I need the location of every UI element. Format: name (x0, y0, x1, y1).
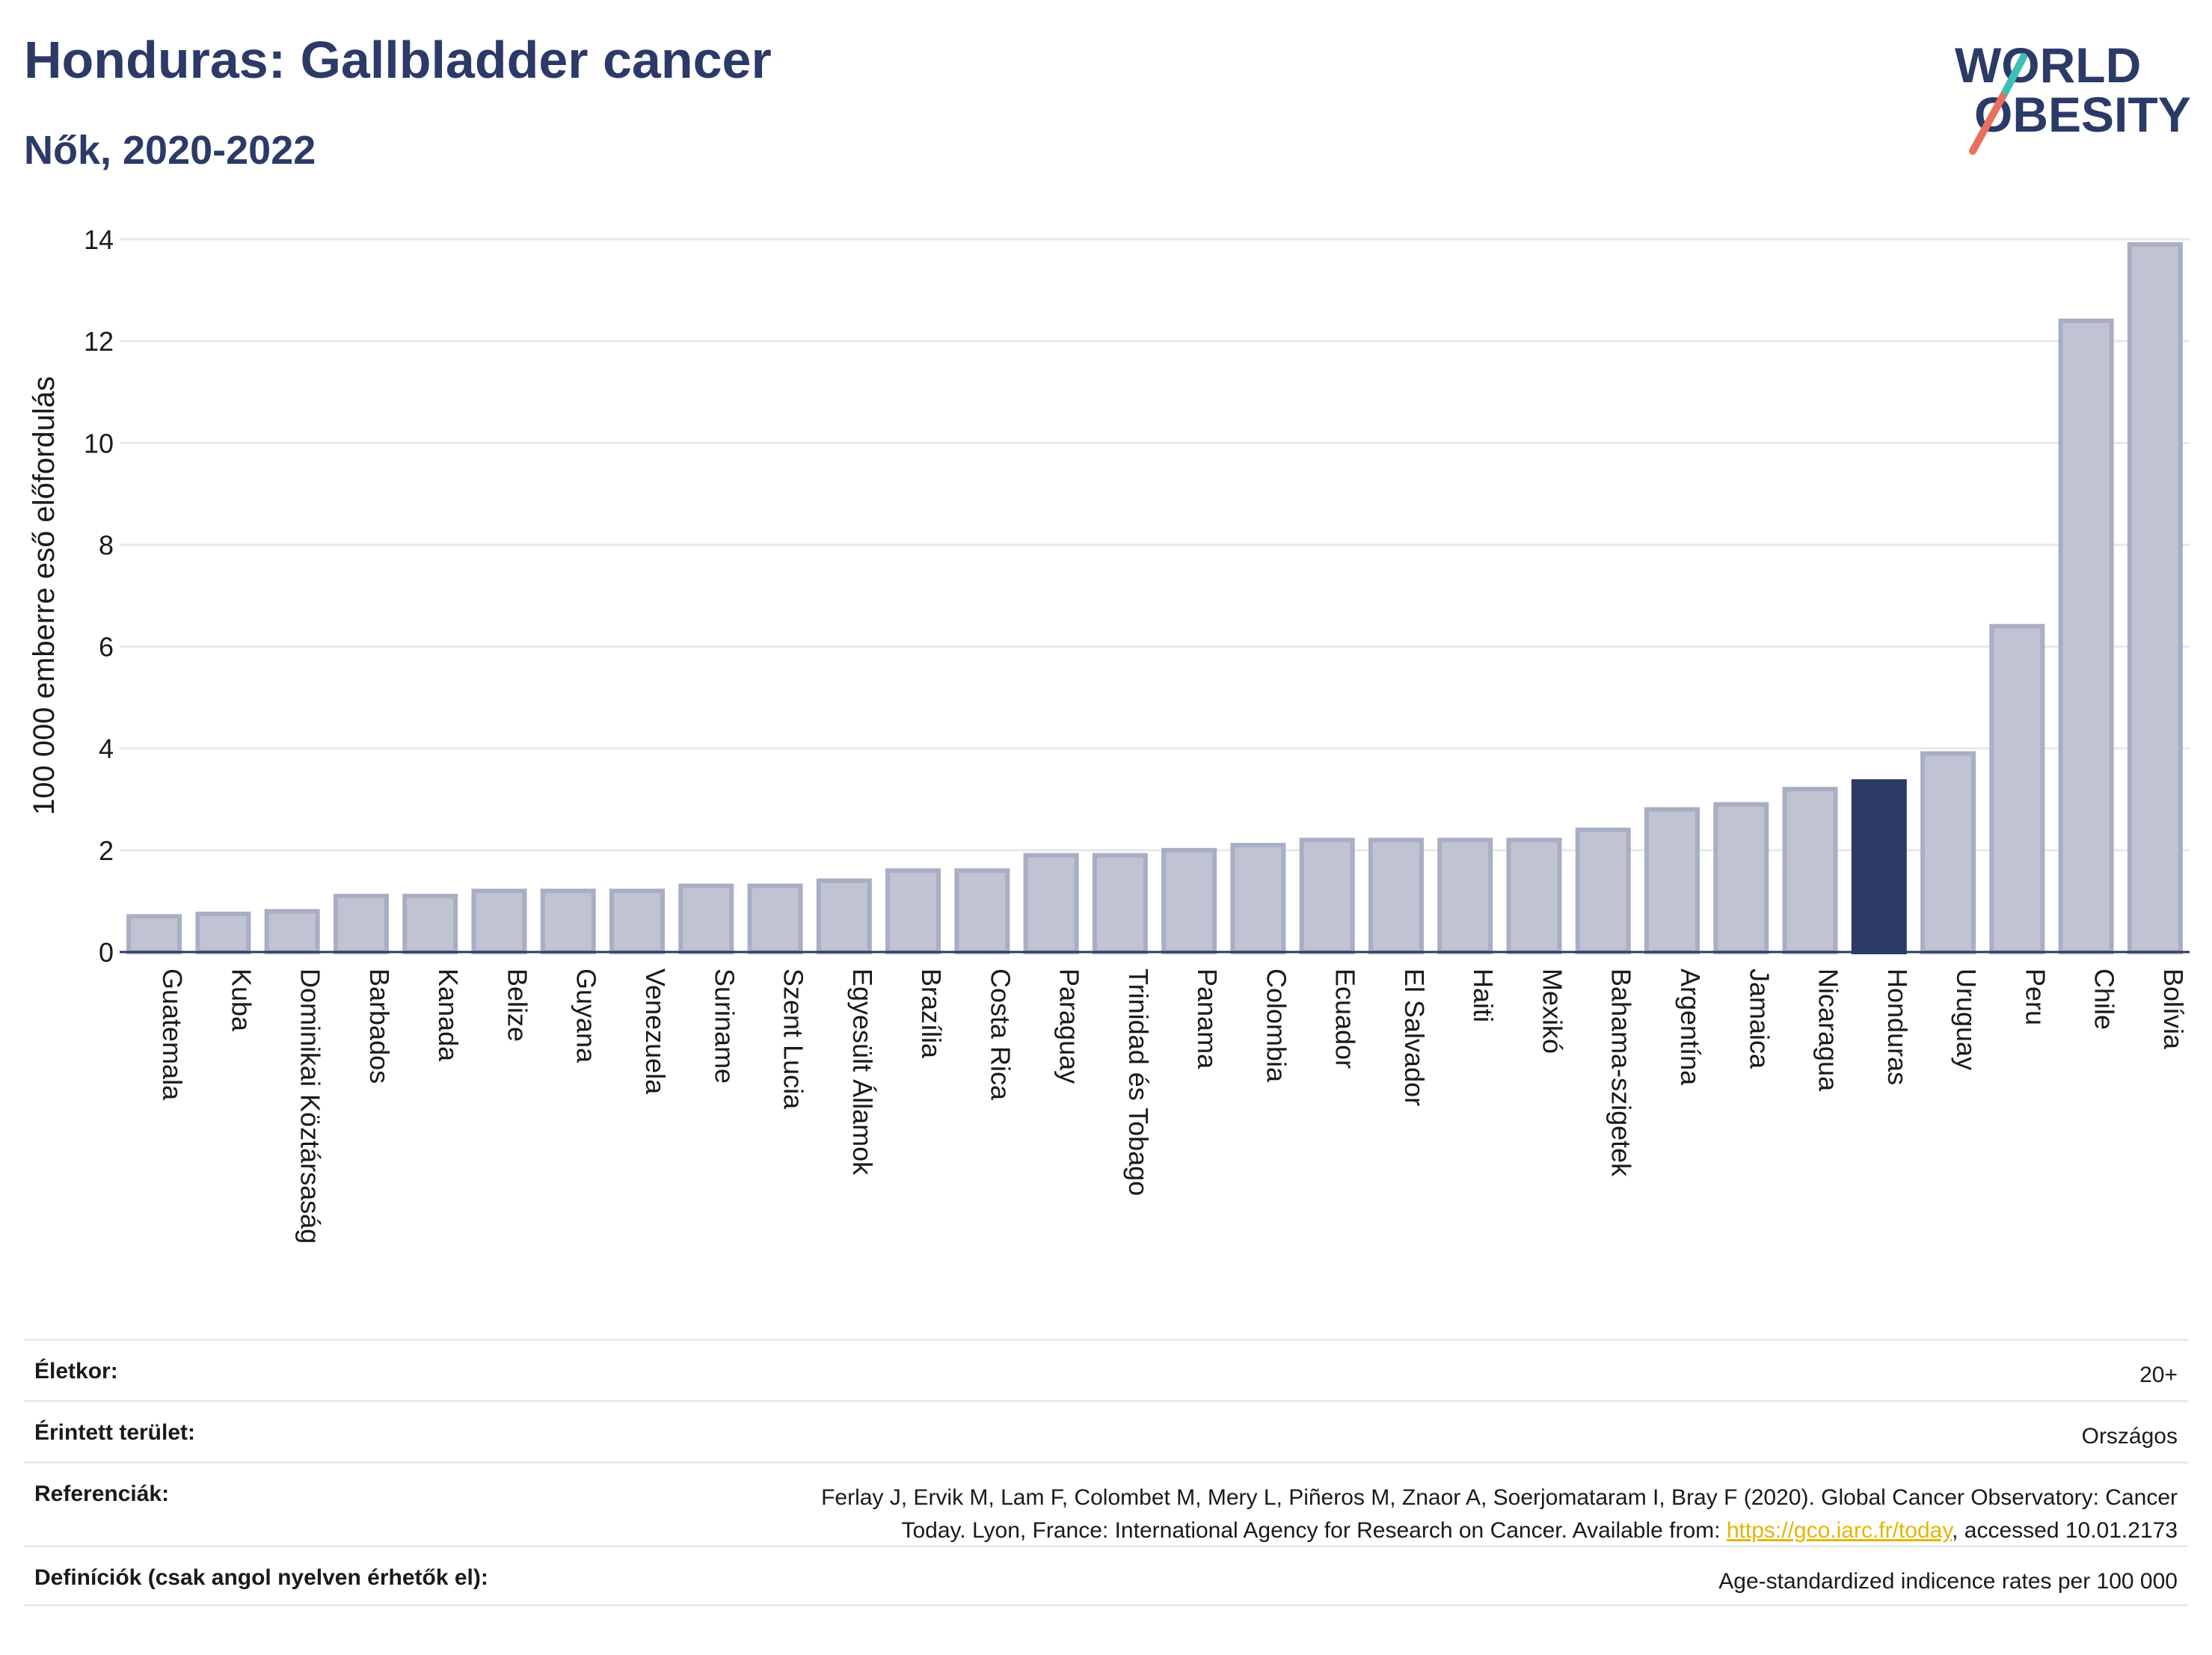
x-tick-label: Uruguay (1951, 968, 1982, 1070)
x-tick-label: Kanada (433, 968, 464, 1062)
bar-costa-rica (954, 868, 1010, 954)
y-tick-label: 14 (84, 224, 114, 255)
x-tick-label: Kuba (226, 968, 256, 1032)
bar-bahama-szigetek (1575, 827, 1631, 955)
bar-chile (2058, 318, 2114, 954)
bar-paraguay (1023, 853, 1079, 955)
bar-argentína (1644, 807, 1700, 955)
page-subtitle: Nők, 2020-2022 (24, 128, 316, 173)
x-tick-label: Dominikai Köztársaság (295, 968, 326, 1244)
x-tick-label: Bahama-szigetek (1606, 968, 1637, 1177)
x-tick-label: Szent Lucia (778, 968, 809, 1110)
x-tick-label: Egyesült Államok (847, 968, 878, 1176)
y-tick-label: 0 (99, 937, 114, 968)
logo-slash-red (1969, 87, 2009, 155)
y-tick-label: 6 (99, 632, 114, 663)
x-tick-label: Suriname (709, 968, 740, 1084)
x-tick-label: Bolívia (2158, 968, 2189, 1050)
x-tick-label: Guatemala (157, 968, 188, 1101)
reference-link[interactable]: https://gco.iarc.fr/today (1726, 1518, 1953, 1543)
bar-colombia (1230, 843, 1286, 954)
x-tick-label: Argentína (1675, 968, 1706, 1086)
bar-ecuador (1299, 838, 1355, 954)
x-tick-label: Chile (2089, 968, 2120, 1030)
world-obesity-logo: WORLD OBESITY (1955, 37, 2191, 155)
bars (126, 242, 2183, 955)
x-tick-label: Venezuela (640, 968, 671, 1095)
bar-venezuela (609, 888, 665, 954)
bar-kanada (402, 894, 458, 954)
definitions-value: Age-standardized indicence rates per 100… (1718, 1569, 2178, 1594)
x-tick-label: Guyana (571, 968, 602, 1063)
bar-dominikai-köztársaság (264, 909, 320, 954)
bar-uruguay (1920, 751, 1976, 954)
bar-szent-lucia (747, 883, 803, 954)
x-tick-label: Costa Rica (985, 968, 1016, 1101)
bar-egyesült-államok (816, 878, 872, 955)
area-label: Érintett terület: (34, 1420, 196, 1445)
x-tick-label: El Salvador (1399, 968, 1430, 1106)
x-tick-label: Honduras (1882, 968, 1913, 1085)
x-tick-label: Brazília (916, 968, 947, 1059)
bar-kuba (195, 911, 251, 954)
y-axis-ticks: 0 2 4 6 8 10 12 14 (84, 224, 114, 968)
bar-nicaragua (1782, 787, 1838, 955)
bar-guyana (540, 888, 596, 954)
y-tick-label: 2 (99, 835, 114, 866)
x-tick-label: Haiti (1468, 968, 1499, 1022)
bar-peru (1989, 624, 2045, 954)
x-axis-labels: Guatemala Kuba Dominikai Köztársaság Barbad… (157, 968, 2189, 1244)
bar-suriname (678, 883, 734, 954)
definitions-label: Definíciók (csak angol nyelven érhetők e… (34, 1565, 488, 1590)
y-axis-label: 100 000 emberre eső előfordulás (28, 376, 61, 815)
info-row-area: Érintett terület: Országos (24, 1400, 2188, 1461)
x-tick-label: Peru (2020, 968, 2050, 1025)
bar-haiti (1437, 838, 1493, 954)
x-tick-label: Belize (502, 968, 532, 1042)
x-tick-label: Jamaica (1744, 968, 1775, 1069)
x-tick-label: Barbados (364, 968, 395, 1084)
logo-slash-teal (2002, 53, 2027, 95)
x-tick-label: Panama (1192, 968, 1223, 1069)
x-tick-label: Nicaragua (1813, 968, 1844, 1092)
logo-line1: WORLD (1955, 37, 2141, 93)
bar-brazília (885, 868, 941, 954)
bar-guatemala (126, 914, 182, 954)
x-tick-label: Mexikó (1537, 968, 1567, 1054)
info-table: Életkor: 20+ Érintett terület: Országos … (24, 1339, 2188, 1606)
page-title: Honduras: Gallbladder cancer (24, 31, 772, 89)
x-tick-label: Ecuador (1330, 968, 1361, 1069)
x-tick-label: Colombia (1261, 968, 1291, 1083)
reference-text-line2: Today. Lyon, France: International Agenc… (901, 1518, 1727, 1543)
info-row-definitions: Definíciók (csak angol nyelven érhetők e… (24, 1545, 2188, 1606)
reference-text-line1: Ferlay J, Ervik M, Lam F, Colombet M, Me… (821, 1485, 2178, 1510)
y-tick-label: 12 (84, 326, 114, 357)
bar-chart: 0 2 4 6 8 10 12 14 Guatemala Kuba Dominikai Köztá… (28, 224, 2190, 1244)
x-tick-label: Trinidad és Tobago (1123, 968, 1154, 1196)
bar-trinidad-és-tobago (1092, 853, 1148, 955)
area-value: Országos (2081, 1424, 2178, 1449)
bar-bolívia (2127, 242, 2183, 955)
references-label: Referenciák: (34, 1481, 170, 1506)
bar-panama (1161, 847, 1217, 954)
y-tick-label: 4 (99, 734, 114, 764)
references-value: Ferlay J, Ervik M, Lam F, Colombet M, Me… (821, 1481, 2178, 1547)
bar-el-salvador (1368, 838, 1424, 954)
info-row-references: Referenciák: Ferlay J, Ervik M, Lam F, C… (24, 1461, 2188, 1545)
logo-line2: OBESITY (1974, 87, 2191, 142)
y-tick-label: 10 (84, 428, 114, 458)
bar-mexikó (1506, 838, 1562, 954)
x-tick-label: Paraguay (1054, 968, 1085, 1084)
bar-belize (471, 888, 527, 954)
age-value: 20+ (2139, 1363, 2178, 1387)
bar-barbados (333, 894, 389, 954)
reference-accessed: , accessed 10.01.2173 (1952, 1518, 2178, 1543)
bar-jamaica (1713, 802, 1769, 954)
bar-honduras (1851, 779, 1907, 954)
age-label: Életkor: (34, 1359, 118, 1384)
y-tick-label: 8 (99, 529, 114, 560)
info-row-age: Életkor: 20+ (24, 1339, 2188, 1400)
